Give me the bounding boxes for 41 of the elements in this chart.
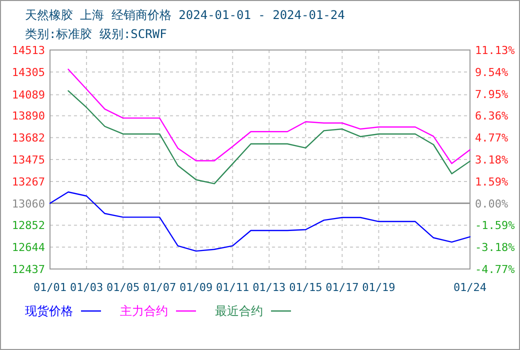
y2-tick-label: 1.59% [475,175,508,188]
y-tick-label: 12644 [12,241,46,254]
y2-tick-label: 3.18% [475,154,508,166]
y-tick-label: 14305 [12,66,45,79]
legend-label: 最近合约 [215,304,263,318]
y-tick-label: 12852 [12,219,45,232]
y2-tick-label: 7.95% [475,88,508,101]
x-tick-label: 01/05 [106,281,140,294]
y2-tick-label: 4.77% [475,132,508,145]
chart-subtitle: 类别:标准胶 级别:SCRWF [25,27,167,41]
y2-tick-label: -1.59% [475,219,516,232]
x-tick-label: 01/24 [453,281,487,294]
x-tick-label: 01/01 [33,281,67,294]
line-series [68,90,471,184]
x-tick-label: 01/17 [326,281,359,294]
y2-tick-label: 6.36% [475,110,508,123]
y-tick-label: 13060 [12,197,45,210]
x-tick-label: 01/03 [70,281,104,294]
y-tick-label: 14089 [12,88,45,102]
chart-title: 天然橡胶 上海 经销商价格 2024-01-01 - 2024-01-24 [25,8,345,22]
x-tick-label: 01/13 [252,281,286,294]
x-tick-label: 01/19 [362,281,396,294]
line-series [68,68,471,164]
x-tick-label: 01/11 [216,281,250,294]
x-tick-label: 01/15 [289,281,322,294]
y-tick-label: 13682 [12,132,45,145]
y2-tick-label: -4.77% [475,263,516,276]
y2-tick-label: 11.13% [475,44,516,57]
y-tick-label: 12437 [12,263,45,276]
y2-tick-label: -3.18% [475,241,516,254]
line-series [49,191,471,252]
y2-tick-label: 0.00% [475,197,508,210]
x-tick-label: 01/07 [143,281,176,294]
y-tick-label: 13475 [12,154,45,166]
y-tick-label: 13267 [12,175,45,188]
x-tick-label: 01/09 [180,281,213,294]
legend-label: 现货价格 [25,304,73,318]
y-tick-label: 13890 [12,110,45,123]
y2-tick-label: 9.54% [475,66,508,79]
y-tick-label: 14513 [12,44,45,57]
legend-label: 主力合约 [120,304,168,318]
